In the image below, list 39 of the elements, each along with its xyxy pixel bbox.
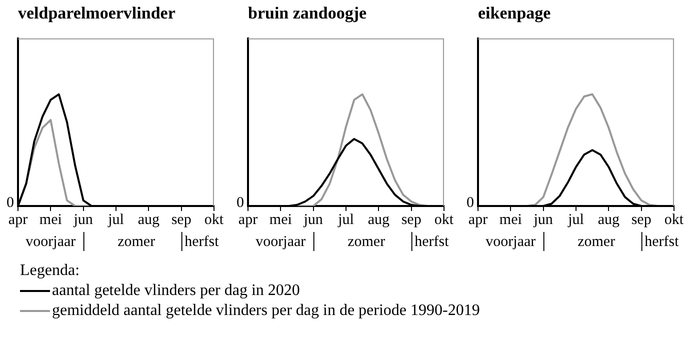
x-tick-label: apr — [238, 212, 258, 228]
legend-label: gemiddeld aantal getelde vlinders per dag in de periode 1990-2019 — [52, 301, 480, 321]
text: voorjaar — [486, 234, 536, 250]
text: zomer — [348, 234, 386, 250]
x-tick-label: aug — [598, 212, 620, 228]
x-tick-label: sep — [631, 212, 652, 228]
x-tick-label: aug — [138, 212, 160, 228]
x-tick-label: jun — [302, 212, 324, 228]
x-tick-label: okt — [204, 212, 224, 228]
x-tick-label: apr — [468, 212, 488, 228]
text: herfst — [184, 234, 220, 250]
legend-title: Legenda: — [20, 261, 81, 281]
x-tick-label: mei — [269, 212, 292, 228]
text: zomer — [118, 234, 156, 250]
text: zomer — [578, 234, 616, 250]
chart-title: eikenpage — [478, 4, 552, 23]
x-tick-label: okt — [434, 212, 454, 228]
x-tick-label: jul — [107, 212, 124, 228]
x-tick-label: mei — [499, 212, 522, 228]
text: voorjaar — [256, 234, 306, 250]
text: herfst — [414, 234, 450, 250]
text: herfst — [644, 234, 680, 250]
x-tick-label: jun — [72, 212, 94, 228]
x-tick-label: sep — [401, 212, 422, 228]
text: 0 — [466, 194, 474, 211]
text: voorjaar — [26, 234, 76, 250]
legend-label: aantal getelde vlinders per dag in 2020 — [52, 281, 300, 301]
x-tick-label: apr — [8, 212, 28, 228]
x-tick-label: okt — [664, 212, 684, 228]
x-tick-label: mei — [39, 212, 62, 228]
x-tick-label: sep — [171, 212, 192, 228]
x-tick-label: jul — [567, 212, 584, 228]
x-tick-label: jun — [532, 212, 554, 228]
x-tick-label: aug — [368, 212, 390, 228]
chart-title: veldparelmoervlinder — [18, 4, 176, 23]
chart-title: bruin zandoogje — [248, 4, 367, 23]
text: 0 — [236, 194, 244, 211]
text: 0 — [6, 194, 14, 211]
x-tick-label: jul — [337, 212, 354, 228]
